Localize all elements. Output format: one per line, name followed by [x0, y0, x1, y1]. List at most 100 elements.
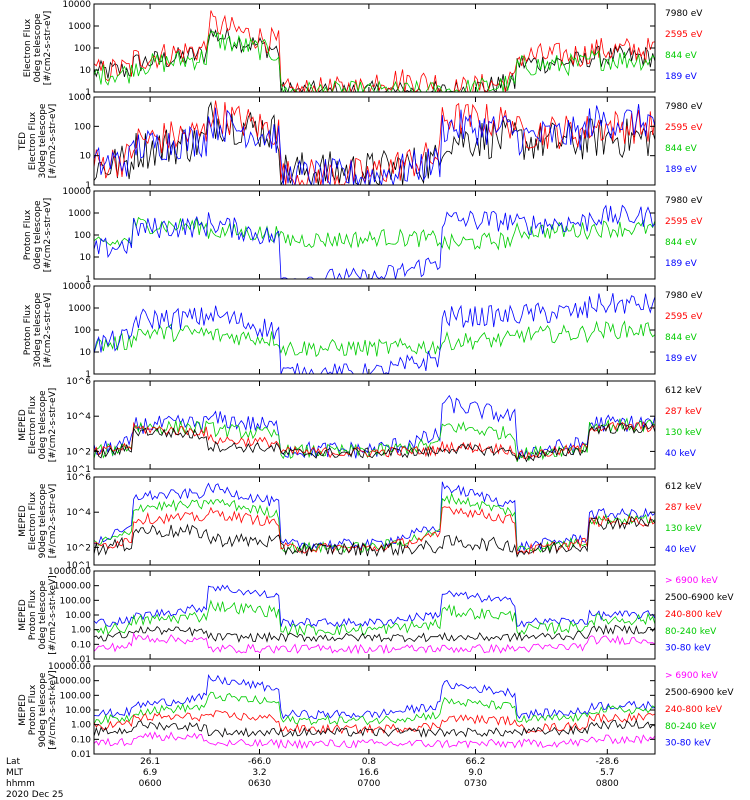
- legend-entry: 2500-6900 keV: [665, 593, 734, 603]
- series-line: [94, 422, 655, 463]
- y-tick-label: 10^1: [66, 465, 91, 475]
- y-tick-label: 10000.00: [48, 662, 91, 672]
- y-tick-label: 1000: [68, 209, 91, 219]
- series-line: [94, 27, 655, 92]
- series-line: [94, 584, 655, 628]
- series-line: [94, 101, 655, 185]
- panel-p4: 10000 1000 100 10 1 Proton Flux30deg telescop…: [23, 282, 703, 380]
- y-axis-label: MEPEDElectron Flux90deg telescope[#/cm2-…: [18, 483, 58, 558]
- legend-entry: 287 keV: [665, 407, 702, 417]
- y-tick-label: 100: [74, 44, 91, 54]
- legend-entry: 40 keV: [665, 545, 697, 555]
- x-tick-label-lat: -66.0: [248, 757, 272, 767]
- y-axis-label: Proton Flux30deg telescope[#/cm2-s-str-e…: [23, 292, 53, 367]
- legend-entry: 844 eV: [665, 51, 698, 61]
- series-line: [94, 673, 655, 720]
- legend-entry: 612 keV: [665, 482, 702, 492]
- series-line: [94, 417, 655, 462]
- y-axis-label-line: [#/cm2-s-str-eV]: [48, 104, 58, 179]
- plot-frame: [93, 380, 656, 470]
- legend-entry: 612 keV: [665, 386, 702, 396]
- legend-entry: 240-800 keV: [665, 705, 723, 715]
- legend-entry: 80-240 keV: [665, 627, 717, 637]
- y-tick-label: 1: [85, 181, 91, 191]
- y-axis-label-line: 0deg telescope: [33, 13, 43, 83]
- y-tick-label: 10000: [62, 0, 91, 10]
- panel-p8: 10000.00 1000.00 100.00 10.00 1.00 0.10 0.01 ME…: [18, 662, 734, 760]
- y-tick-label: 10^4: [66, 412, 91, 422]
- y-tick-label: 1000.00: [54, 582, 91, 592]
- legend-entry: 844 eV: [665, 144, 698, 154]
- y-tick-label: 10.00: [65, 706, 91, 716]
- y-axis-label: MEPEDProton Flux90deg telescope[#/cm2-s-…: [18, 670, 58, 749]
- y-tick-label: 10^2: [66, 543, 91, 553]
- y-axis-label-line: TED: [18, 132, 28, 151]
- y-tick-label: 100.00: [60, 691, 92, 701]
- series-group: [94, 481, 655, 558]
- y-axis-label-line: 0deg telescope: [38, 580, 48, 650]
- x-tick-label-hhmm: 0630: [248, 779, 271, 789]
- series-group: [94, 673, 655, 750]
- y-axis-label-line: [#/cm2-s-str-eV]: [48, 388, 58, 463]
- y-tick-label: 10^6: [66, 473, 91, 483]
- panel-p7: 10000.00 1000.00 100.00 10.00 1.00 0.10 0.01 ME…: [18, 567, 734, 665]
- x-tick-label-mlt: 6.9: [143, 768, 158, 778]
- series-group: [94, 204, 655, 279]
- y-axis-label: MEPEDProton Flux0deg telescope[#/cm2-s-s…: [18, 575, 58, 654]
- legend-entry: 30-80 keV: [665, 644, 711, 654]
- y-axis-label-line: Electron Flux: [23, 18, 33, 77]
- legend-entry: 2595 eV: [665, 217, 703, 227]
- y-tick-label: 1000: [68, 93, 91, 103]
- y-axis-label-line: [#/cm2-s-str-keV]: [48, 670, 58, 749]
- y-axis-label-line: 0deg telescope: [38, 390, 48, 460]
- series-line: [94, 320, 655, 358]
- series-line: [94, 710, 655, 735]
- legend-entry: 2595 eV: [665, 123, 703, 133]
- y-axis-label: MEPEDElectron Flux0deg telescope[#/cm2-s…: [18, 388, 58, 463]
- y-axis-label-line: 30deg telescope: [38, 103, 48, 178]
- date-label: 2020 Dec 25: [6, 790, 64, 800]
- series-line: [94, 293, 655, 374]
- series-group: [94, 10, 655, 92]
- x-row-label: Lat: [6, 757, 21, 767]
- x-row-label: hhmm: [6, 779, 35, 789]
- series-line: [94, 216, 655, 251]
- x-tick-label-lat: -28.6: [596, 757, 620, 767]
- y-tick-label: 10000: [62, 187, 91, 197]
- panel-p1: 10000 1000 100 10 1 Electron Flux0deg telesco…: [23, 0, 703, 98]
- legend-entry: 189 eV: [665, 259, 698, 269]
- x-tick-label-mlt: 5.7: [600, 768, 614, 778]
- y-axis-label-line: [#/cm2-s-str-eV]: [43, 293, 53, 368]
- y-axis-label-line: 0deg telescope: [33, 200, 43, 270]
- legend-entry: 844 eV: [665, 333, 698, 343]
- legend-entry: 7980 eV: [665, 9, 703, 19]
- y-tick-label: 10: [80, 348, 92, 358]
- y-axis-label-line: Electron Flux: [28, 111, 38, 170]
- series-line: [94, 10, 655, 92]
- series-line: [94, 481, 655, 552]
- series-line: [94, 731, 655, 750]
- series-line: [94, 31, 655, 92]
- y-tick-label: 1.00: [71, 626, 91, 636]
- series-line: [94, 204, 655, 279]
- x-tick-label-lat: 26.1: [140, 757, 160, 767]
- panel-p5: 10^6 10^4 10^2 10^1 MEPEDElectron Flux0deg t…: [18, 377, 702, 475]
- x-tick-label-mlt: 16.6: [359, 768, 379, 778]
- x-tick-label-hhmm: 0700: [357, 779, 380, 789]
- legend-entry: 130 keV: [665, 524, 702, 534]
- series-group: [94, 293, 655, 374]
- legend-entry: 287 keV: [665, 503, 702, 513]
- series-line: [94, 599, 655, 637]
- y-tick-label: 0.01: [71, 655, 91, 665]
- y-axis-label-line: [#/cm2-s-str-keV]: [48, 575, 58, 654]
- x-tick-label-hhmm: 0800: [596, 779, 619, 789]
- x-tick-label-mlt: 9.0: [468, 768, 483, 778]
- y-tick-label: 0.10: [71, 640, 91, 650]
- series-group: [94, 100, 655, 185]
- y-tick-label: 1: [85, 275, 91, 285]
- x-row-label: MLT: [6, 768, 24, 778]
- legend-entry: 2595 eV: [665, 312, 703, 322]
- x-tick-label-hhmm: 0730: [464, 779, 487, 789]
- y-axis-label-line: 30deg telescope: [33, 292, 43, 367]
- panel-p6: 10^6 10^4 10^2 10^1 MEPEDElectron Flux90deg …: [18, 473, 702, 571]
